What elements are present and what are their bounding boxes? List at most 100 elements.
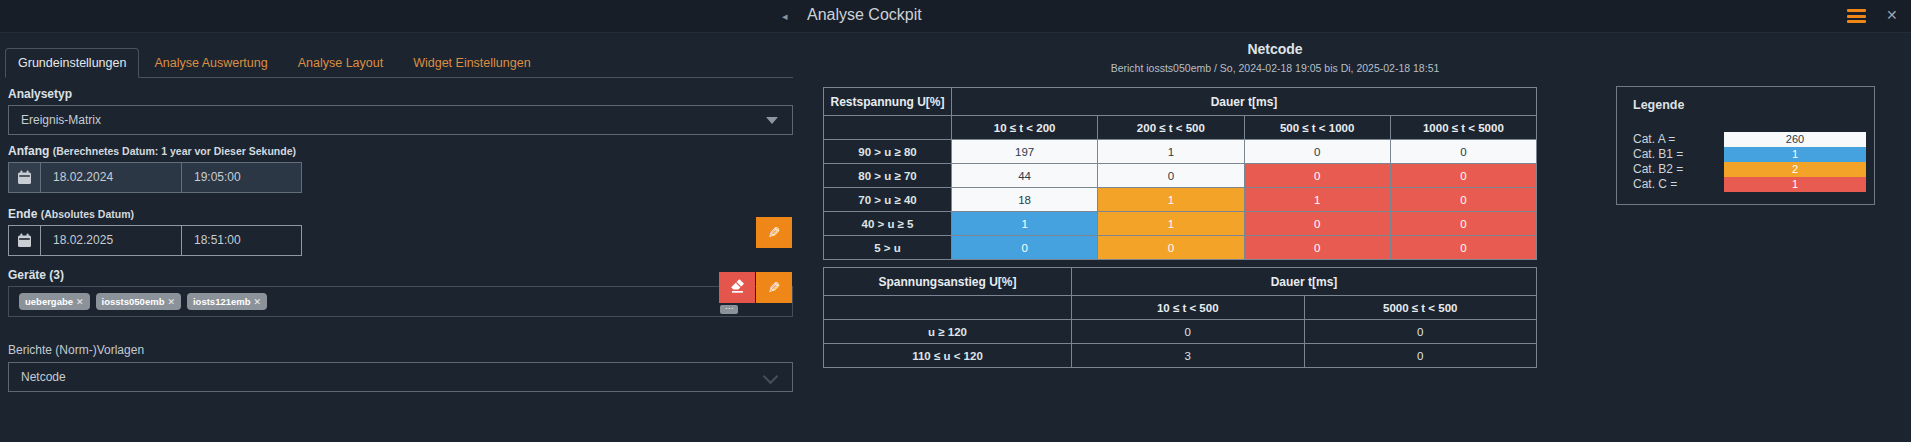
tab-bar: GrundeinstellungenAnalyse AuswertungAnal… [5, 48, 793, 78]
matrix-cell-cat-c: 0 [1244, 236, 1390, 260]
table-corner-header: Restspannung U[%] [824, 88, 952, 116]
matrix-cell-cat-c: 0 [1390, 188, 1536, 212]
calendar-icon[interactable] [9, 226, 41, 255]
tab-analyse-auswertung[interactable]: Analyse Auswertung [139, 49, 282, 77]
table-column-header: 10 ≤ t < 200 [952, 116, 1098, 140]
matrix-cell-cat-c: 1 [1244, 188, 1390, 212]
legend-panel: Legende Cat. A =260Cat. B1 =1Cat. B2 =2C… [1616, 86, 1875, 205]
pencil-icon: ✎ [768, 224, 781, 242]
legend-item-cat-c: Cat. C =1 [1633, 177, 1866, 192]
geraete-tags-field[interactable]: uebergabe✕iossts050emb✕iosts121emb✕ [8, 286, 793, 317]
matrix-cell-cat-b1: 0 [952, 236, 1098, 260]
tab-widget-einstellungen[interactable]: Widget Einstellungen [398, 49, 545, 77]
table-row: 5 > u0000 [824, 236, 1537, 260]
table-group-header: Dauer t[ms] [952, 88, 1537, 116]
device-tag-label: uebergabe [25, 296, 73, 307]
back-chevron-icon[interactable]: ◂ [782, 9, 788, 23]
table-row: 70 > u ≥ 4018110 [824, 188, 1537, 212]
table-row-label: 40 > u ≥ 5 [824, 212, 952, 236]
legend-item-label: Cat. A = [1633, 132, 1724, 147]
window-titlebar: ◂ Analyse Cockpit ✕ [0, 0, 1911, 33]
matrix-cell-cat-c: 0 [1390, 212, 1536, 236]
matrix-cell-cat-b2: 1 [1098, 212, 1244, 236]
anfang-time-input[interactable]: 19:05:00 [182, 163, 301, 192]
anfang-label: Anfang (Berechnetes Datum: 1 year vor Di… [8, 144, 793, 158]
legend-item-label: Cat. B1 = [1633, 147, 1724, 162]
analysetyp-select[interactable]: Ereignis-Matrix [8, 105, 793, 135]
legend-item-value-bar: 2 [1724, 162, 1866, 177]
anfang-datetime-group: 18.02.2024 19:05:00 [8, 162, 302, 193]
page-title: Analyse Cockpit [807, 6, 922, 24]
tab-analyse-layout[interactable]: Analyse Layout [283, 49, 398, 77]
analysetyp-label: Analysetyp [8, 87, 793, 101]
report-title: Netcode [1013, 41, 1537, 57]
table-corner-header: Spannungsanstieg U[%] [824, 268, 1072, 296]
calendar-icon[interactable] [9, 163, 41, 192]
ende-datetime-group: 18.02.2025 18:51:00 [8, 225, 302, 256]
matrix-cell-cat-a: 1 [1098, 140, 1244, 164]
table-group-header: Dauer t[ms] [1072, 268, 1537, 296]
matrix-cell-cat-a: 0 [1098, 164, 1244, 188]
menu-icon[interactable] [1847, 9, 1866, 23]
table-row-label: 70 > u ≥ 40 [824, 188, 952, 212]
ende-date-input[interactable]: 18.02.2025 [41, 226, 182, 255]
tag-close-icon[interactable]: ✕ [254, 297, 262, 307]
matrix-cell-cat-plain: 3 [1072, 344, 1305, 368]
anfang-date-input[interactable]: 18.02.2024 [41, 163, 182, 192]
legend-item-cat-b2: Cat. B2 =2 [1633, 162, 1866, 177]
table-row: 80 > u ≥ 7044000 [824, 164, 1537, 188]
table-column-header: 1000 ≤ t < 5000 [1390, 116, 1536, 140]
geraete-label: Geräte (3) [8, 268, 793, 282]
device-tag-label: iossts050emb [102, 296, 165, 307]
matrix-cell-cat-b1: 1 [952, 212, 1098, 236]
chevron-down-icon [763, 369, 779, 385]
analyse-cockpit-window: ◂ Analyse Cockpit ✕ GrundeinstellungenAn… [0, 0, 1911, 442]
table-column-header: 500 ≤ t < 1000 [1244, 116, 1390, 140]
tag-close-icon[interactable]: ✕ [76, 297, 84, 307]
matrix-cell-cat-a: 44 [952, 164, 1098, 188]
table-row-label: 90 > u ≥ 80 [824, 140, 952, 164]
berichte-select[interactable]: Netcode [8, 362, 793, 392]
clear-geraete-button[interactable] [719, 272, 755, 303]
device-tag-uebergabe: uebergabe✕ [19, 293, 90, 310]
table-row: 90 > u ≥ 80197100 [824, 140, 1537, 164]
device-tag-label: iosts121emb [193, 296, 251, 307]
legend-item-label: Cat. B2 = [1633, 162, 1724, 177]
edit-geraete-button[interactable]: ✎ [756, 272, 792, 303]
edit-ende-button[interactable]: ✎ [756, 217, 792, 248]
matrix-cell-cat-c: 0 [1244, 212, 1390, 236]
matrix-cell-cat-a: 0 [1244, 140, 1390, 164]
legend-item-value-bar: 1 [1724, 147, 1866, 162]
matrix-cell-cat-a: 0 [1390, 140, 1536, 164]
table-empty-header [824, 296, 1072, 320]
table-row-label: u ≥ 120 [824, 320, 1072, 344]
table-row: u ≥ 12000 [824, 320, 1537, 344]
legend-title: Legende [1633, 98, 1684, 112]
legend-item-value-bar: 1 [1724, 177, 1866, 192]
table-row-label: 110 ≤ u < 120 [824, 344, 1072, 368]
table-row: 40 > u ≥ 51100 [824, 212, 1537, 236]
table-column-header: 200 ≤ t < 500 [1098, 116, 1244, 140]
close-icon[interactable]: ✕ [1886, 7, 1898, 23]
matrix-cell-cat-a: 197 [952, 140, 1098, 164]
chevron-down-icon [766, 117, 778, 124]
matrix-cell-cat-plain: 0 [1304, 320, 1537, 344]
table-row: 110 ≤ u < 12030 [824, 344, 1537, 368]
report-subtitle: Bericht iossts050emb / So, 2024-02-18 19… [1013, 62, 1537, 74]
tag-close-icon[interactable]: ✕ [167, 297, 175, 307]
legend-item-cat-a: Cat. A =260 [1633, 132, 1866, 147]
matrix-cell-cat-plain: 0 [1072, 320, 1305, 344]
matrix-cell-cat-c: 0 [1390, 164, 1536, 188]
ende-time-input[interactable]: 18:51:00 [182, 226, 301, 255]
ende-label: Ende (Absolutes Datum) [8, 207, 793, 221]
report-header: Netcode Bericht iossts050emb / So, 2024-… [823, 41, 1537, 74]
tab-grundeinstellungen[interactable]: Grundeinstellungen [5, 48, 139, 78]
legend-rows: Cat. A =260Cat. B1 =1Cat. B2 =2Cat. C =1 [1633, 132, 1866, 192]
matrix-cell-cat-c: 0 [1390, 236, 1536, 260]
berichte-label: Berichte (Norm-)Vorlagen [8, 343, 793, 357]
restspannung-matrix-table: Restspannung U[%]Dauer t[ms]10 ≤ t < 200… [823, 87, 1537, 260]
table-row-label: 5 > u [824, 236, 952, 260]
device-tag-iosts121emb: iosts121emb✕ [187, 293, 267, 310]
matrix-cell-cat-plain: 0 [1304, 344, 1537, 368]
pencil-icon: ✎ [768, 279, 781, 297]
